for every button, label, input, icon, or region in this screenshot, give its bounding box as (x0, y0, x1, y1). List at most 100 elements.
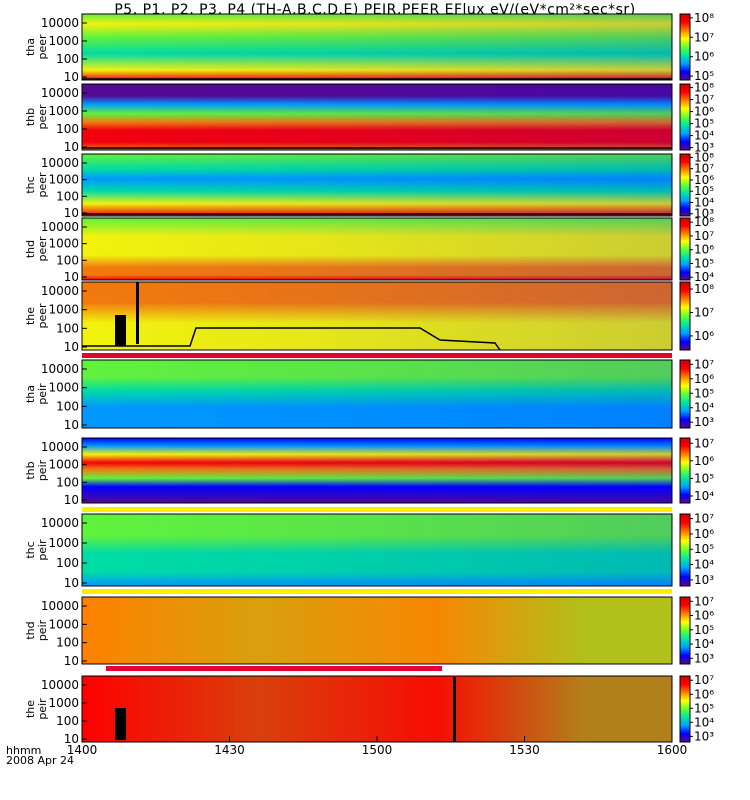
colorbar-tick-label: 10⁷ (694, 229, 714, 243)
colorbar (679, 513, 691, 587)
y-tick-label: 10 (64, 140, 79, 154)
colorbar-tick-label: 10⁸ (694, 282, 714, 296)
mode-bar-yellow (82, 589, 672, 594)
y-tick-label: 1000 (48, 303, 79, 317)
panel-frame (81, 217, 673, 281)
colorbar-tick-label: 10⁶ (694, 329, 714, 343)
y-tick-label: 100 (56, 636, 79, 650)
x-tick-label: 1430 (214, 743, 245, 757)
y-tick-label: 100 (56, 475, 79, 489)
colorbar-tick-label: 10⁵ (694, 69, 714, 83)
x-tick-label: 1400 (66, 743, 98, 757)
spectrogram-time-variation (82, 84, 672, 150)
colorbar-tick-label: 10⁶ (694, 687, 714, 701)
panel-label-instrument: peer (36, 303, 49, 329)
y-tick-label: 1000 (48, 237, 79, 251)
y-tick-label: 10000 (41, 16, 79, 30)
spectrogram-time-variation (82, 597, 672, 664)
colorbar-tick-label: 10⁴ (694, 401, 714, 415)
panel-frame (81, 13, 673, 81)
colorbar-tick-label: 10⁶ (694, 527, 714, 541)
colorbar-tick-label: 10³ (694, 141, 714, 155)
data-gap-column (115, 315, 126, 346)
x-tick-label: 1500 (361, 743, 393, 757)
y-tick-label: 100 (56, 122, 79, 136)
colorbar (679, 83, 691, 151)
colorbar-tick-label: 10⁷ (694, 30, 714, 44)
colorbar-tick-label: 10⁷ (694, 512, 714, 526)
colorbar (679, 153, 691, 217)
panel-label-instrument: peer (36, 104, 49, 130)
mode-bar-red (82, 353, 672, 358)
mode-bar-red (106, 666, 442, 671)
colorbar (679, 13, 691, 81)
panel-label-instrument: peer (36, 172, 49, 198)
y-tick-label: 10000 (41, 440, 79, 454)
colorbar-tick-label: 10³ (694, 651, 714, 665)
y-tick-label: 10000 (41, 220, 79, 234)
colorbar-tick-label: 10⁵ (694, 184, 714, 198)
y-tick-label: 10 (64, 576, 79, 590)
colorbar-tick-label: 10³ (694, 573, 714, 587)
y-tick-label: 10000 (41, 86, 79, 100)
y-tick-label: 100 (56, 556, 79, 570)
panel-tha-peer: 10 100 1000 10000 tha peer 10⁸ 10⁷ 10⁶ 10⁵ (24, 11, 714, 84)
spectrogram-time-variation (82, 154, 672, 216)
colorbar-tick-label: 10⁵ (694, 542, 714, 556)
y-tick-label: 1000 (48, 381, 79, 395)
colorbar-tick-label: 10⁷ (694, 305, 714, 319)
colorbar (679, 281, 691, 351)
colorbar-tick-label: 10⁶ (694, 173, 714, 187)
colorbar-tick-label: 10³ (694, 207, 714, 221)
y-tick-label: 10 (64, 493, 79, 507)
colorbar-tick-label: 10⁸ (694, 150, 714, 164)
panel-frame (81, 359, 673, 429)
panel-frame (81, 437, 673, 504)
panel-label-probe: thc (24, 541, 37, 558)
colorbar (679, 217, 691, 281)
y-tick-label: 10000 (41, 156, 79, 170)
y-tick-label: 1000 (48, 536, 79, 550)
y-tick-label: 1000 (48, 173, 79, 187)
colorbar (679, 359, 691, 429)
colorbar-tick-label: 10⁷ (694, 162, 714, 176)
x-axis-units: hhmm 2008 Apr 24 (6, 745, 74, 766)
panel-label-instrument: peir (36, 698, 49, 720)
y-tick-label: 1000 (48, 34, 79, 48)
panel-label-probe: thb (24, 108, 37, 126)
colorbar-tick-label: 10⁷ (694, 93, 714, 107)
y-tick-label: 10 (64, 654, 79, 668)
y-tick-label: 10 (64, 340, 79, 354)
colorbar (679, 675, 691, 743)
colorbar-tick-label: 10⁶ (694, 105, 714, 119)
spectrogram-time-variation (82, 514, 672, 586)
x-tick-label: 1530 (509, 743, 540, 757)
panel-label-probe: tha (24, 38, 37, 56)
spectrogram-time-variation (82, 360, 672, 428)
colorbar-tick-label: 10⁷ (694, 594, 714, 608)
panel-label-instrument: peir (36, 619, 49, 641)
panel-the-peer: 10 100 1000 10000 the peer 10⁸ 10⁷ 10⁶ (24, 281, 714, 354)
y-tick-label: 1000 (48, 458, 79, 472)
panel-label-instrument: peir (36, 539, 49, 561)
y-tick-label: 10000 (41, 678, 79, 692)
colorbar-tick-label: 10⁵ (694, 256, 714, 270)
colorbar-tick-label: 10⁸ (694, 215, 714, 229)
spectrogram-time-variation (82, 218, 672, 280)
colorbar (679, 596, 691, 665)
colorbar-tick-label: 10⁴ (694, 129, 714, 143)
colorbar-tick-label: 10³ (694, 415, 714, 429)
y-tick-label: 10 (64, 732, 79, 746)
panel-frame (81, 83, 673, 151)
colorbar-tick-label: 10⁴ (694, 195, 714, 209)
spectrogram-time-variation (82, 676, 672, 742)
colorbar-tick-label: 10⁷ (694, 357, 714, 371)
colorbar-tick-label: 10⁵ (694, 117, 714, 131)
y-tick-label: 10000 (41, 599, 79, 613)
